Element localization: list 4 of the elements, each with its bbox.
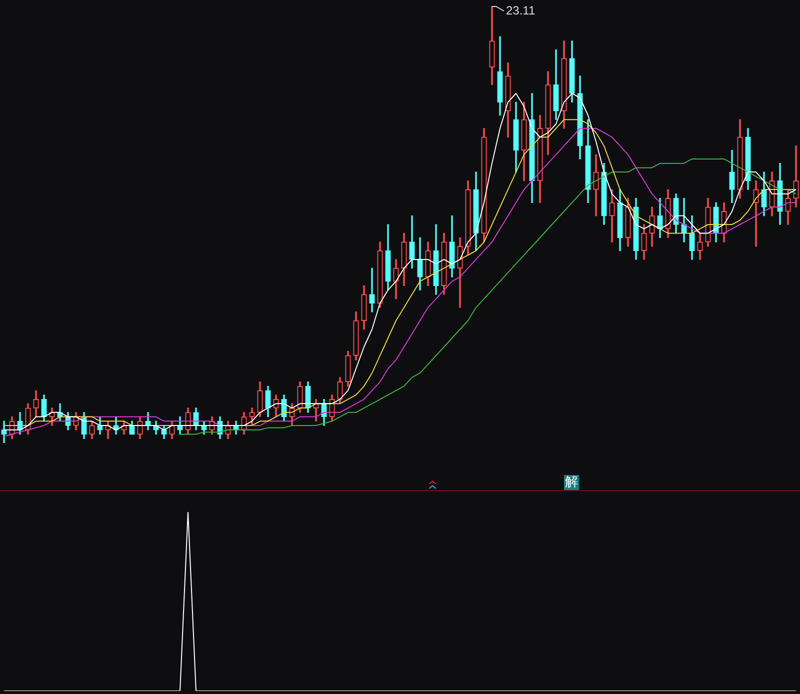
candlestick	[753, 180, 759, 247]
text: 解	[564, 475, 579, 490]
candlestick	[369, 268, 375, 312]
annotation: 23.11	[506, 3, 536, 18]
